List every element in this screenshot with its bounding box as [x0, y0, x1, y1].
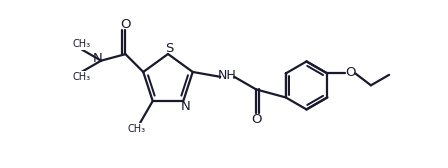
- Text: CH₃: CH₃: [73, 72, 91, 82]
- Text: O: O: [251, 113, 261, 126]
- Text: N: N: [181, 99, 190, 113]
- Text: O: O: [345, 66, 356, 79]
- Text: NH: NH: [218, 69, 237, 82]
- Text: CH₃: CH₃: [127, 124, 145, 134]
- Text: S: S: [165, 43, 173, 55]
- Text: O: O: [120, 18, 131, 31]
- Text: N: N: [93, 52, 103, 65]
- Text: CH₃: CH₃: [73, 39, 91, 49]
